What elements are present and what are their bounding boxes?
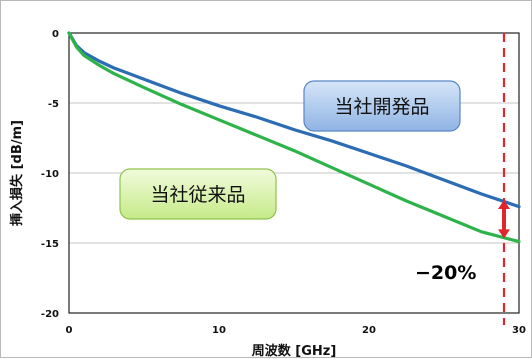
difference-percent-label: −20% bbox=[415, 262, 476, 284]
arrow-head-up bbox=[498, 200, 510, 209]
y-tick-label: 0 bbox=[52, 29, 59, 40]
x-tick-label: 10 bbox=[212, 325, 226, 336]
series-lines bbox=[67, 31, 521, 244]
arrow-head-down bbox=[498, 229, 510, 239]
y-tick-label: -15 bbox=[41, 239, 59, 250]
series-label-kaihatsu-text: 当社開発品 bbox=[334, 96, 429, 118]
y-axis-label: 挿入損失 [dB/m] bbox=[9, 120, 25, 226]
x-tick-label: 20 bbox=[362, 325, 376, 336]
x-axis-ticks: 0 10 20 30 bbox=[66, 325, 526, 336]
series-label-jurai-text: 当社従来品 bbox=[150, 184, 245, 206]
x-axis-label: 周波数 [GHz] bbox=[252, 343, 337, 359]
x-tick-label: 0 bbox=[66, 325, 73, 336]
series-line-kaihatsu bbox=[67, 31, 521, 209]
y-tick-label: -20 bbox=[41, 309, 59, 320]
series-label-jurai: 当社従来品 bbox=[119, 168, 277, 220]
series-line-jurai bbox=[67, 31, 521, 244]
difference-arrow bbox=[498, 200, 510, 239]
plot-area bbox=[68, 32, 520, 314]
y-tick-label: -5 bbox=[48, 99, 59, 110]
x-tick-label: 30 bbox=[512, 325, 526, 336]
y-axis-ticks: 0 -5 -10 -15 -20 bbox=[41, 29, 59, 320]
series-label-kaihatsu: 当社開発品 bbox=[303, 80, 461, 132]
y-tick-label: -10 bbox=[41, 169, 59, 180]
